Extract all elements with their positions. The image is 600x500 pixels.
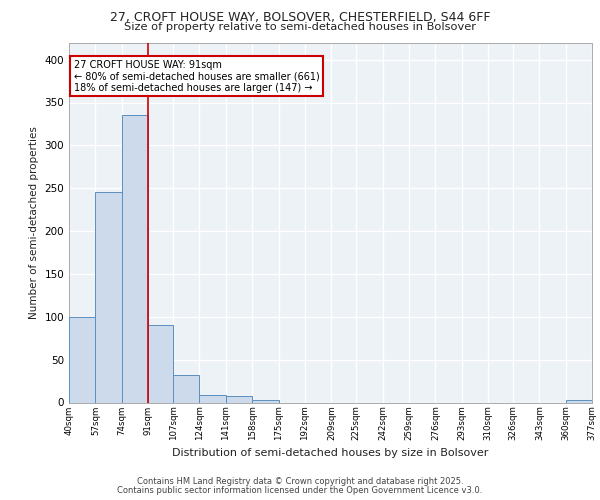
Bar [95, 192, 122, 402]
Text: Size of property relative to semi-detached houses in Bolsover: Size of property relative to semi-detach… [124, 22, 476, 32]
Bar [226, 396, 252, 402]
Text: 27, CROFT HOUSE WAY, BOLSOVER, CHESTERFIELD, S44 6FF: 27, CROFT HOUSE WAY, BOLSOVER, CHESTERFI… [110, 11, 490, 24]
Y-axis label: Number of semi-detached properties: Number of semi-detached properties [29, 126, 39, 319]
Bar [252, 400, 278, 402]
Bar [122, 114, 148, 403]
Text: 27 CROFT HOUSE WAY: 91sqm
← 80% of semi-detached houses are smaller (661)
18% of: 27 CROFT HOUSE WAY: 91sqm ← 80% of semi-… [74, 60, 319, 93]
Text: Contains public sector information licensed under the Open Government Licence v3: Contains public sector information licen… [118, 486, 482, 495]
X-axis label: Distribution of semi-detached houses by size in Bolsover: Distribution of semi-detached houses by … [172, 448, 489, 458]
Bar [148, 324, 173, 402]
Bar [173, 375, 199, 402]
Bar [566, 400, 592, 402]
Bar [199, 395, 226, 402]
Text: Contains HM Land Registry data © Crown copyright and database right 2025.: Contains HM Land Registry data © Crown c… [137, 477, 463, 486]
Bar [69, 317, 95, 402]
